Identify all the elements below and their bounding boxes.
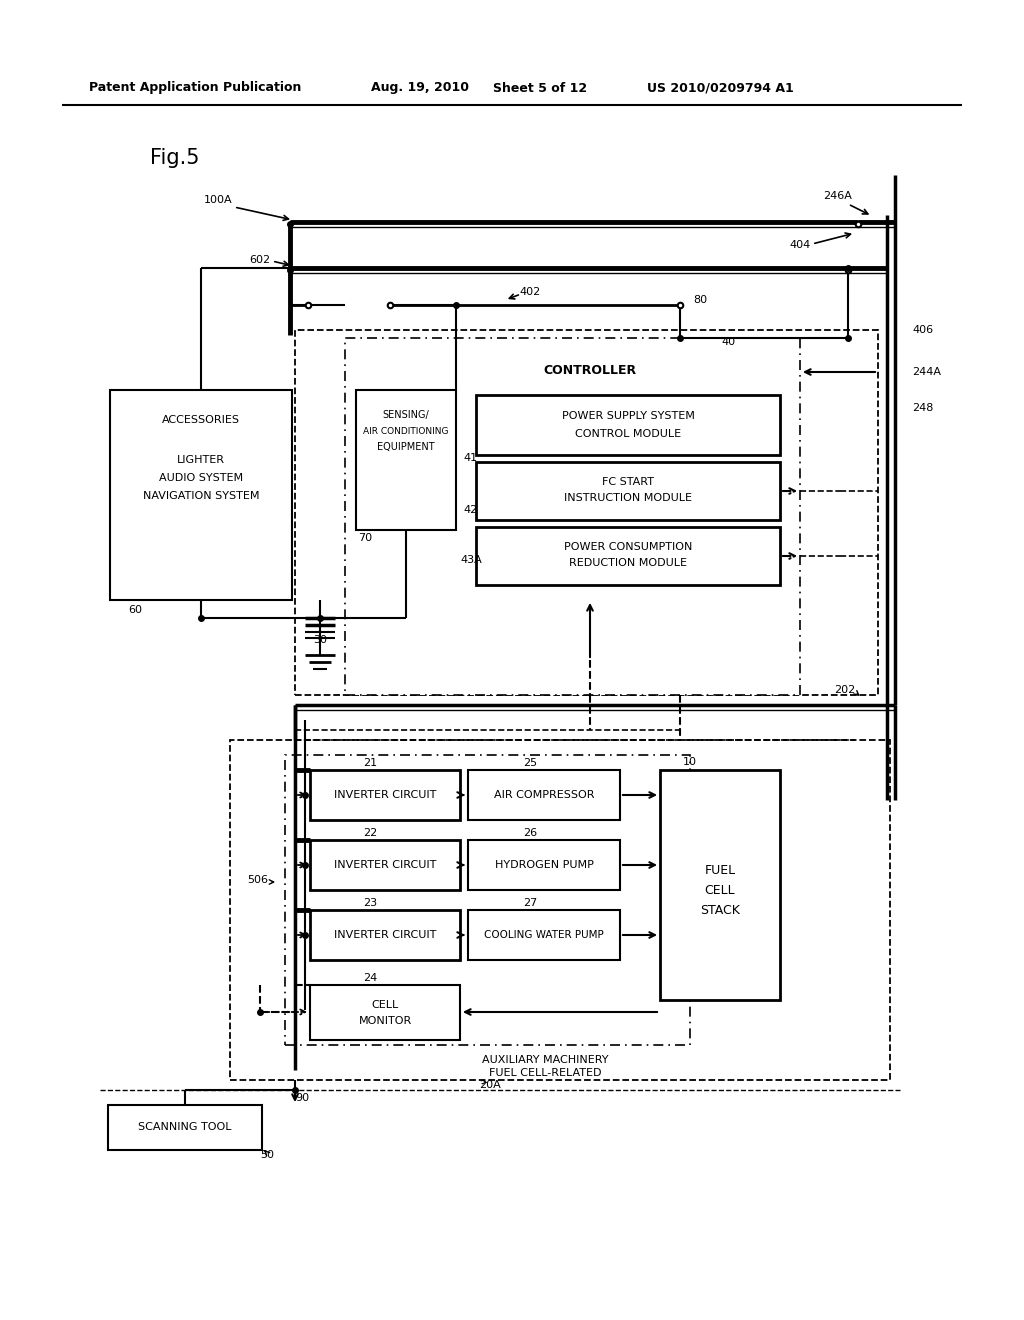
Bar <box>356 389 456 531</box>
Text: NAVIGATION SYSTEM: NAVIGATION SYSTEM <box>142 491 259 502</box>
Text: 42: 42 <box>463 506 477 515</box>
Text: 40: 40 <box>721 337 735 347</box>
Text: Fig.5: Fig.5 <box>150 148 200 168</box>
Text: 10: 10 <box>683 756 697 767</box>
Bar <box>660 770 780 1001</box>
Bar <box>310 770 460 820</box>
Bar <box>476 462 780 520</box>
Text: EQUIPMENT: EQUIPMENT <box>377 442 435 451</box>
Bar <box>468 909 620 960</box>
Text: CELL: CELL <box>705 883 735 896</box>
Bar <box>285 755 690 1045</box>
Text: 27: 27 <box>523 898 538 908</box>
Text: 43A: 43A <box>460 554 481 565</box>
Text: AIR CONDITIONING: AIR CONDITIONING <box>364 428 449 437</box>
Text: AUXILIARY MACHINERY: AUXILIARY MACHINERY <box>481 1055 608 1065</box>
Text: 402: 402 <box>519 286 541 297</box>
Text: Patent Application Publication: Patent Application Publication <box>89 82 301 95</box>
Bar <box>345 338 800 696</box>
Text: COOLING WATER PUMP: COOLING WATER PUMP <box>484 931 604 940</box>
Text: SCANNING TOOL: SCANNING TOOL <box>138 1122 231 1133</box>
Text: HYDROGEN PUMP: HYDROGEN PUMP <box>495 861 594 870</box>
Text: MONITOR: MONITOR <box>358 1016 412 1026</box>
Text: AUDIO SYSTEM: AUDIO SYSTEM <box>159 473 243 483</box>
Bar <box>110 389 292 601</box>
Text: ACCESSORIES: ACCESSORIES <box>162 414 240 425</box>
Text: 50: 50 <box>260 1150 274 1160</box>
Text: FUEL: FUEL <box>705 863 735 876</box>
Text: FUEL CELL-RELATED: FUEL CELL-RELATED <box>488 1068 601 1078</box>
Text: 70: 70 <box>358 533 372 543</box>
Bar <box>476 527 780 585</box>
Text: 246A: 246A <box>823 191 852 201</box>
Text: 80: 80 <box>693 294 707 305</box>
Text: 90: 90 <box>295 1093 309 1104</box>
Text: CONTROL MODULE: CONTROL MODULE <box>574 429 681 440</box>
Bar <box>310 840 460 890</box>
Text: 26: 26 <box>523 828 537 838</box>
Bar <box>310 985 460 1040</box>
Text: INSTRUCTION MODULE: INSTRUCTION MODULE <box>564 492 692 503</box>
Text: 22: 22 <box>362 828 377 838</box>
Text: 41: 41 <box>463 453 477 463</box>
Bar <box>230 741 890 1080</box>
Text: 30: 30 <box>313 635 327 645</box>
Text: 506: 506 <box>248 875 268 884</box>
Bar <box>468 770 620 820</box>
Text: LIGHTER: LIGHTER <box>177 455 225 465</box>
Text: INVERTER CIRCUIT: INVERTER CIRCUIT <box>334 861 436 870</box>
Text: SENSING/: SENSING/ <box>383 411 429 420</box>
Text: STACK: STACK <box>700 903 740 916</box>
Text: 100A: 100A <box>204 195 232 205</box>
Text: 602: 602 <box>250 255 270 265</box>
Bar <box>108 1105 262 1150</box>
Text: 244A: 244A <box>912 367 941 378</box>
Text: 20A: 20A <box>479 1080 501 1090</box>
Text: 60: 60 <box>128 605 142 615</box>
Text: INVERTER CIRCUIT: INVERTER CIRCUIT <box>334 931 436 940</box>
Text: 25: 25 <box>523 758 537 768</box>
Text: 404: 404 <box>790 240 811 249</box>
Text: 406: 406 <box>912 325 933 335</box>
Text: US 2010/0209794 A1: US 2010/0209794 A1 <box>646 82 794 95</box>
Text: FC START: FC START <box>602 477 654 487</box>
Text: INVERTER CIRCUIT: INVERTER CIRCUIT <box>334 789 436 800</box>
Text: 202: 202 <box>835 685 856 696</box>
Bar <box>310 909 460 960</box>
Text: 23: 23 <box>362 898 377 908</box>
Text: CONTROLLER: CONTROLLER <box>544 363 637 376</box>
Text: Aug. 19, 2010: Aug. 19, 2010 <box>371 82 469 95</box>
Text: AIR COMPRESSOR: AIR COMPRESSOR <box>494 789 594 800</box>
Bar <box>476 395 780 455</box>
Text: POWER CONSUMPTION: POWER CONSUMPTION <box>564 543 692 552</box>
Text: POWER SUPPLY SYSTEM: POWER SUPPLY SYSTEM <box>561 411 694 421</box>
Text: CELL: CELL <box>372 1001 398 1010</box>
Text: 248: 248 <box>912 403 933 413</box>
Text: 21: 21 <box>362 758 377 768</box>
Text: Sheet 5 of 12: Sheet 5 of 12 <box>493 82 587 95</box>
Bar <box>468 840 620 890</box>
Text: REDUCTION MODULE: REDUCTION MODULE <box>569 558 687 568</box>
Text: 24: 24 <box>362 973 377 983</box>
Bar <box>295 330 878 696</box>
